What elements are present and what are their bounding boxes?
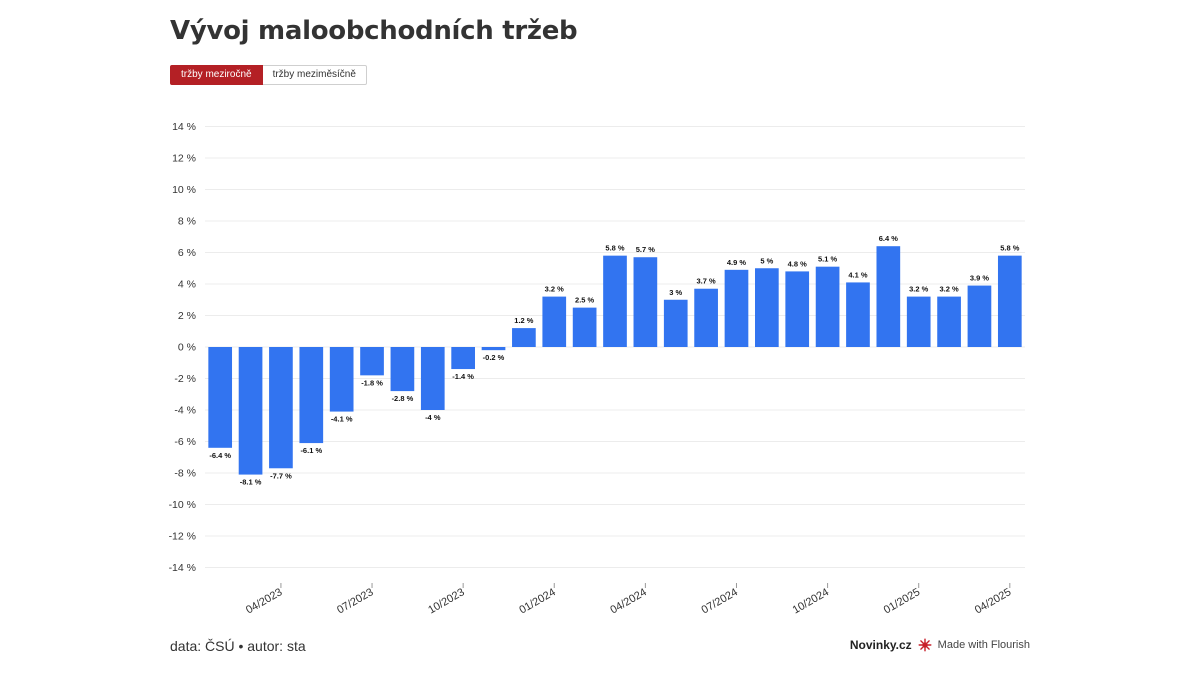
bar-12-2023[interactable] <box>512 328 536 347</box>
x-tick-label: 01/2025 <box>882 586 922 616</box>
bar-data-label: -2.8 % <box>392 394 414 403</box>
footer-branding: Novinky.cz Made with Flourish <box>850 638 1030 652</box>
bar-05-2023[interactable] <box>299 347 324 444</box>
bars <box>208 246 1022 475</box>
x-tick-label: 07/2023 <box>335 586 375 616</box>
y-tick-label: 6 % <box>178 247 196 259</box>
bar-data-label: 1.2 % <box>514 316 534 325</box>
bar-data-label: 4.9 % <box>727 258 747 267</box>
bar-data-label: -4.1 % <box>331 415 353 424</box>
bar-01-2025[interactable] <box>906 296 931 347</box>
bar-02-2025[interactable] <box>937 296 961 347</box>
bar-05-2024[interactable] <box>663 299 688 347</box>
bar-data-label: -6.4 % <box>209 451 231 460</box>
bar-data-label: -8.1 % <box>240 478 262 487</box>
bar-02-2023[interactable] <box>208 347 233 448</box>
flourish-icon <box>918 638 932 652</box>
bar-10-2024[interactable] <box>815 266 840 347</box>
bar-06-2023[interactable] <box>329 347 354 412</box>
x-axis-ticks: 04/2023 07/2023 10/2023 01/2024 04/2024 07/20… <box>244 583 1013 616</box>
bar-12-2024[interactable] <box>876 246 901 347</box>
bar-11-2024[interactable] <box>846 282 870 347</box>
bar-data-label: 5 % <box>760 256 773 265</box>
bar-data-label: -6.1 % <box>300 446 322 455</box>
bar-data-label: 5.1 % <box>818 255 838 264</box>
bar-data-label: 3.7 % <box>697 277 717 286</box>
bar-10-2023[interactable] <box>451 347 475 370</box>
y-tick-label: 2 % <box>178 310 196 322</box>
bar-data-label: -0.2 % <box>483 353 505 362</box>
bar-data-label: 5.7 % <box>636 245 656 254</box>
y-tick-label: -6 % <box>174 436 196 448</box>
bar-data-label: 3.2 % <box>545 285 565 294</box>
y-tick-label: -8 % <box>174 468 196 480</box>
y-tick-label: 14 % <box>172 121 196 133</box>
bar-data-label: 6.4 % <box>879 234 899 243</box>
bar-03-2025[interactable] <box>967 285 992 347</box>
bar-01-2024[interactable] <box>542 296 567 347</box>
bar-data-label: 5.8 % <box>605 244 625 253</box>
x-tick-label: 10/2024 <box>791 586 831 616</box>
y-tick-label: 10 % <box>172 184 196 196</box>
bar-data-label: 2.5 % <box>575 296 595 305</box>
bar-08-2024[interactable] <box>755 268 779 347</box>
bar-07-2024[interactable] <box>724 269 749 347</box>
bar-data-label: -1.8 % <box>361 378 383 387</box>
bar-04-2025[interactable] <box>997 255 1022 347</box>
bar-06-2024[interactable] <box>694 288 718 347</box>
bar-data-label: 3.2 % <box>939 285 959 294</box>
bar-data-label: -7.7 % <box>270 471 292 480</box>
bar-data-label: 3 % <box>669 288 682 297</box>
chart-title: Vývoj maloobchodních tržeb <box>170 16 578 46</box>
toggle-month-over-month-button[interactable]: tržby meziměsíčně <box>262 65 367 85</box>
bar-09-2024[interactable] <box>785 271 810 347</box>
bar-03-2024[interactable] <box>603 255 627 347</box>
y-tick-label: -2 % <box>174 373 196 385</box>
y-tick-label: 12 % <box>172 153 196 165</box>
bar-data-label: 3.2 % <box>909 285 929 294</box>
bar-data-label: -1.4 % <box>452 372 474 381</box>
y-tick-label: -12 % <box>169 531 196 543</box>
bar-07-2023[interactable] <box>360 347 384 376</box>
bar-data-label: 4.1 % <box>848 270 868 279</box>
x-tick-label: 01/2024 <box>517 586 557 616</box>
x-tick-label: 10/2023 <box>426 586 466 616</box>
bar-data-label: 3.9 % <box>970 274 990 283</box>
bar-data-label: -4 % <box>425 413 441 422</box>
bar-data-label: 5.8 % <box>1000 244 1020 253</box>
x-tick-label: 04/2024 <box>608 586 648 616</box>
y-tick-label: 8 % <box>178 216 196 228</box>
y-tick-label: 4 % <box>178 279 196 291</box>
y-tick-label: -4 % <box>174 405 196 417</box>
bar-data-label: 4.8 % <box>788 259 808 268</box>
bar-11-2023[interactable] <box>481 347 506 351</box>
bar-04-2023[interactable] <box>269 347 293 469</box>
view-toggle: tržby meziročně tržby meziměsíčně <box>170 65 367 85</box>
bar-09-2023[interactable] <box>420 347 445 410</box>
y-tick-label: -14 % <box>169 562 196 574</box>
bar-04-2024[interactable] <box>633 257 658 347</box>
toggle-year-over-year-button[interactable]: tržby meziročně <box>170 65 263 85</box>
data-labels: -6.4 % -8.1 % -7.7 % -6.1 % -4.1 % -1.8 % -2.8… <box>209 234 1019 486</box>
bar-03-2023[interactable] <box>238 347 263 475</box>
y-axis-ticks: 14 % 12 % 10 % 8 % 6 % 4 % 2 % 0 % -2 % -4 % -6 % -… <box>169 121 196 574</box>
brand-logo[interactable]: Novinky.cz <box>849 638 912 652</box>
y-tick-label: 0 % <box>178 342 196 354</box>
bar-08-2023[interactable] <box>390 347 415 392</box>
bar-02-2024[interactable] <box>572 307 597 347</box>
y-tick-label: -10 % <box>169 499 196 511</box>
x-tick-label: 07/2024 <box>700 586 740 616</box>
x-tick-label: 04/2023 <box>244 586 284 616</box>
source-credit: data: ČSÚ • autor: sta <box>170 638 306 654</box>
x-tick-label: 04/2025 <box>973 586 1013 616</box>
made-with-flourish-link[interactable]: Made with Flourish <box>937 639 1030 651</box>
